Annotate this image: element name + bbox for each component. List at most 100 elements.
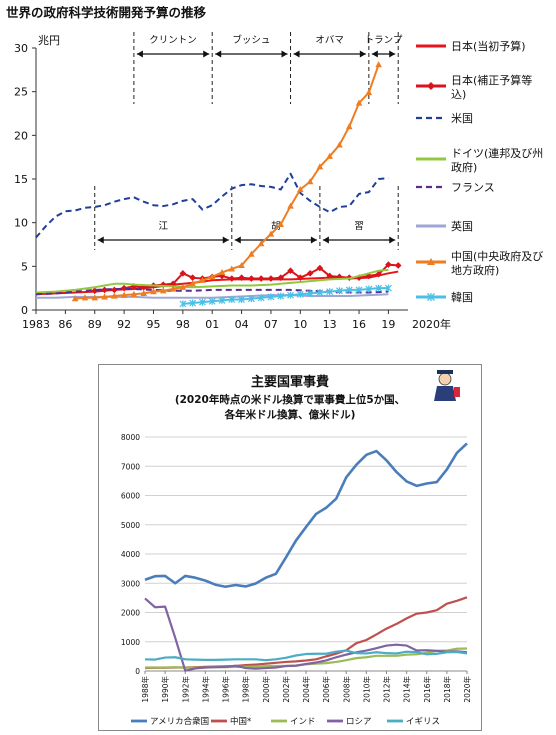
chart1-point — [365, 285, 373, 293]
mascot-bag — [454, 387, 460, 397]
chart1-point — [120, 284, 128, 292]
chart1-x-tick-label: 04 — [235, 318, 249, 331]
chart1-y-tick-label: 0 — [21, 304, 28, 317]
chart1-point — [71, 295, 79, 302]
chart1-point — [179, 270, 187, 277]
chart1-point — [238, 261, 245, 269]
chart1-point — [101, 293, 108, 300]
legend-label: インド — [290, 717, 316, 727]
chart2-y-tick-label: 6000 — [121, 492, 140, 501]
chart2-x-tick-label: 2010年 — [361, 676, 371, 703]
chart1-x-tick-label: 19 — [381, 318, 395, 331]
chart1-point — [228, 265, 236, 272]
chart1-point — [179, 300, 187, 308]
chart1-point — [179, 283, 187, 290]
chart1-point — [375, 61, 382, 68]
chart1-point — [257, 240, 265, 247]
period-label: オバマ — [315, 35, 344, 46]
legend-label: 中国* — [230, 716, 251, 727]
legend-label: ドイツ(連邦及び州政府) — [451, 146, 543, 174]
chart1-x-tick-label: 1983 — [22, 318, 50, 331]
chart2-x-tick-label: 2006年 — [321, 676, 331, 703]
period-arrow-head — [359, 50, 366, 58]
chart1-y-tick-label: 30 — [14, 42, 28, 55]
chart1-point — [277, 220, 285, 228]
chart1-x-tick-label: 92 — [117, 318, 131, 331]
legend-marker — [427, 258, 435, 265]
legend-label: 中国(中央政府及び地方政府) — [451, 249, 543, 277]
chart1-point — [169, 285, 177, 292]
chart1-point — [375, 270, 382, 278]
period-arrow-head — [97, 236, 104, 244]
chart2-x-tick-label: 2012年 — [382, 676, 392, 703]
chart2-y-tick-label: 0 — [135, 667, 140, 676]
chart1-point — [277, 292, 285, 300]
chart1-x-tick-label: 16 — [352, 318, 366, 331]
chart1-point — [208, 297, 216, 305]
legend-label: ロシア — [346, 717, 372, 727]
chart2-x-tick-label: 2014年 — [402, 676, 412, 703]
legend-label: 日本(当初予算) — [451, 39, 526, 53]
chart1-point — [277, 274, 285, 281]
chart1-point — [355, 286, 363, 294]
chart1-point — [384, 284, 392, 292]
period-arrow-head — [136, 50, 143, 58]
chart1-y-tick-label: 15 — [14, 173, 28, 186]
chart1-point — [130, 290, 138, 297]
chart1-y-tick-label: 5 — [21, 260, 28, 273]
period-arrow-head — [222, 236, 229, 244]
chart2-x-tick-label: 2018年 — [442, 676, 452, 703]
chart1-x-tick-label: 07 — [264, 318, 278, 331]
mascot-head — [438, 372, 452, 386]
chart2-x-tick-label: 2000年 — [261, 676, 271, 703]
chart2-x-tick-label: 1992年 — [180, 676, 190, 703]
chart1-point — [189, 299, 197, 307]
chart1-point — [336, 141, 343, 148]
legend-marker — [427, 82, 435, 90]
chart1-point — [267, 293, 275, 301]
chart1-point — [218, 268, 226, 276]
chart1-point — [140, 289, 147, 297]
chart1-point — [306, 289, 314, 297]
period-arrow-head — [389, 50, 396, 58]
period-arrow-head — [310, 236, 317, 244]
chart2-x-tick-label: 1990年 — [160, 676, 170, 703]
chart1-x-tick-label: 01 — [205, 318, 219, 331]
chart2-y-tick-label: 4000 — [121, 550, 140, 559]
chart1-point — [130, 283, 138, 290]
chart1-point — [81, 294, 89, 301]
chart2-x-tick-label: 2008年 — [341, 676, 351, 703]
chart1-x-tick-label: 13 — [323, 318, 337, 331]
chart1-point — [306, 270, 314, 277]
chart2-series-line-4 — [144, 649, 468, 662]
chart1-point — [355, 99, 363, 106]
chart1-point — [375, 284, 383, 292]
legend-label: イギリス — [406, 717, 440, 727]
chart2-x-tick-label: 2004年 — [301, 676, 311, 703]
chart1-y-axis-label: 兆円 — [38, 34, 60, 47]
chart1-point — [198, 298, 206, 306]
chart1-y-tick-label: 10 — [14, 217, 28, 230]
chart2-series-line-0 — [144, 442, 468, 589]
legend-marker — [427, 293, 435, 301]
chart1-point — [306, 178, 314, 185]
period-arrow-head — [371, 50, 378, 58]
chart2-frame: 主要国軍事費 (2020年時点の米ドル換算で軍事費上位5か国、 各年米ドル換算、億米… — [98, 364, 482, 731]
chart1-point — [208, 273, 216, 280]
chart1-point — [267, 230, 275, 237]
chart1-point — [297, 185, 304, 193]
chart2-y-tick-label: 3000 — [121, 579, 140, 588]
period-label: クリントン — [149, 35, 197, 46]
chart2-x-tick-label: 1994年 — [200, 676, 210, 703]
period-arrow-head — [234, 236, 241, 244]
legend-label: アメリカ合衆国 — [150, 716, 209, 727]
chart1-point — [169, 280, 177, 288]
period-arrow-head — [281, 50, 288, 58]
chart1-series-line-2 — [35, 172, 389, 239]
chart2-y-tick-label: 5000 — [121, 521, 140, 530]
chart2-y-tick-label: 2000 — [121, 609, 140, 618]
chart1-point — [296, 290, 304, 298]
chart1-point — [159, 287, 167, 294]
